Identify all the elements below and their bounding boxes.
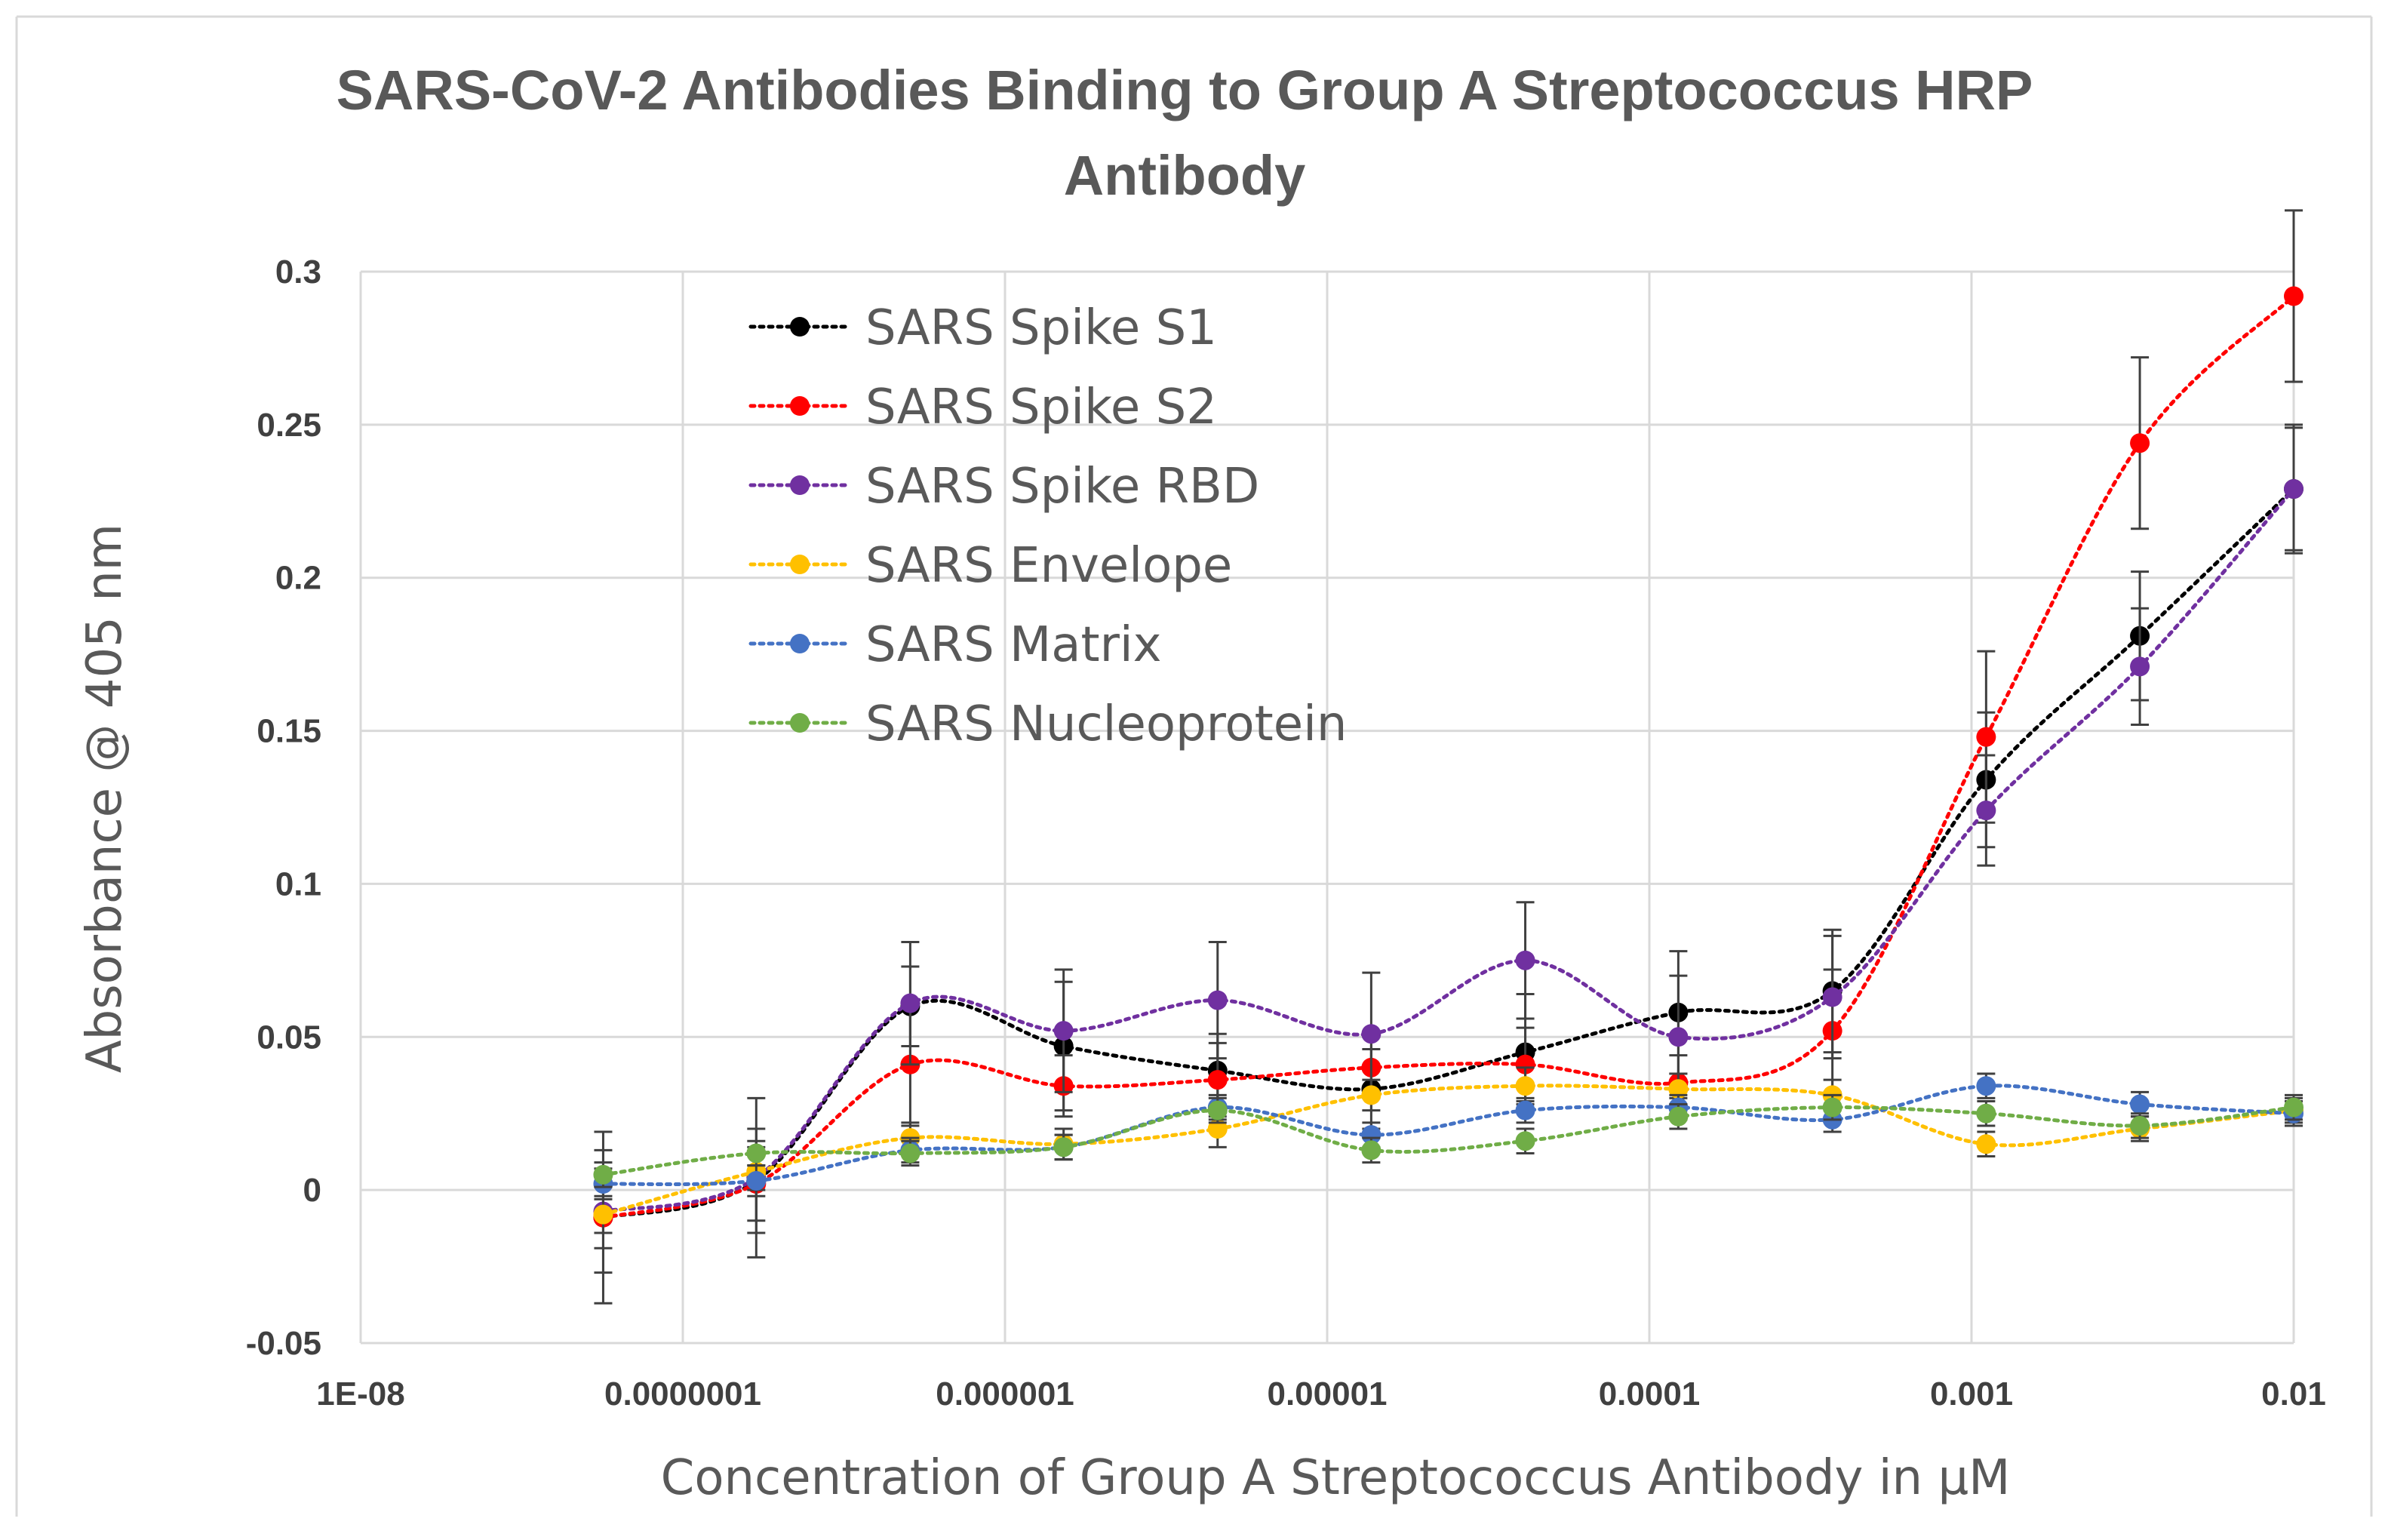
x-axis-title: Concentration of Group A Streptococcus A…: [661, 1450, 2011, 1506]
data-point: [1668, 1079, 1689, 1099]
data-point: [1822, 1097, 1842, 1117]
data-point: [746, 1143, 767, 1163]
legend-entry: SARS Spike S1: [748, 300, 1217, 356]
y-tick-label: 0.15: [257, 713, 321, 750]
data-point: [2130, 1094, 2150, 1114]
grid: [359, 270, 2295, 1345]
data-point: [1361, 1140, 1381, 1160]
data-point: [1515, 950, 1535, 970]
x-tick-label: 0.000001: [936, 1376, 1074, 1412]
y-tick-label: 0: [303, 1172, 321, 1209]
data-point: [2284, 1097, 2303, 1117]
legend-marker: [790, 475, 810, 495]
data-point: [1361, 1024, 1381, 1044]
legend-label: SARS Envelope: [865, 538, 1232, 594]
x-tick-label: 0.01: [2261, 1376, 2326, 1412]
data-point: [1668, 1027, 1689, 1047]
x-tick-label: 0.0001: [1599, 1376, 1701, 1412]
data-point: [1207, 1070, 1228, 1090]
data-point: [593, 1204, 613, 1225]
y-tick-label: 0.25: [257, 407, 321, 444]
legend-entry: SARS Envelope: [748, 538, 1232, 594]
legend-entry: SARS Matrix: [748, 617, 1162, 673]
data-point: [1668, 1106, 1689, 1127]
data-point: [1207, 1119, 1228, 1139]
tick-labels: -0.05 0 0.05 0.1 0.15 0.2 0.25 0.3 1E-08 0.000000…: [246, 254, 2326, 1412]
legend-marker: [790, 634, 810, 653]
legend-label: SARS Nucleoprotein: [865, 696, 1347, 752]
data-point: [1515, 1100, 1535, 1120]
legend-marker: [790, 317, 810, 337]
x-tick-label: 1E-08: [316, 1376, 404, 1412]
data-point: [1976, 1103, 1996, 1123]
series-line: [601, 487, 2296, 1213]
legend-marker: [790, 713, 810, 733]
data-point: [593, 1164, 613, 1185]
data-point: [1515, 1054, 1535, 1074]
data-point: [1053, 1021, 1074, 1041]
data-point: [2284, 479, 2303, 500]
data-point: [1207, 990, 1228, 1010]
y-tick-label: 0.1: [275, 865, 321, 902]
data-point: [900, 1143, 920, 1163]
data-point: [1053, 1137, 1074, 1157]
data-point: [1976, 801, 1996, 821]
chart-title-line-1: SARS-CoV-2 Antibodies Binding to Group A…: [337, 59, 2033, 121]
data-point: [2130, 1115, 2150, 1136]
series-line: [601, 1084, 2296, 1217]
legend-marker: [790, 555, 810, 574]
x-tick-label: 0.0000001: [604, 1376, 761, 1412]
legend-entry: SARS Spike S2: [748, 380, 1217, 435]
data-point: [1976, 1134, 1996, 1154]
y-tick-label: 0.05: [257, 1019, 321, 1056]
legend-label: SARS Matrix: [865, 617, 1162, 673]
data-point: [2130, 433, 2150, 453]
data-point: [1976, 727, 1996, 747]
legend: SARS Spike S1 SARS Spike S2 SARS Spike RBD…: [748, 300, 1347, 752]
data-point: [1515, 1076, 1535, 1096]
data-point: [1207, 1100, 1228, 1120]
x-tick-label: 0.00001: [1267, 1376, 1387, 1412]
data-point: [1822, 987, 1842, 1007]
y-tick-label: 0.3: [275, 254, 321, 290]
legend-marker: [790, 396, 810, 416]
series-sars-nucleoprotein: [593, 1093, 2303, 1188]
legend-entry: SARS Spike RBD: [748, 459, 1259, 515]
data-point: [2130, 656, 2150, 677]
data-point: [1976, 1076, 1996, 1096]
series-layer: [593, 209, 2303, 1305]
data-point: [2284, 286, 2303, 306]
data-point: [1515, 1131, 1535, 1151]
legend-label: SARS Spike S2: [865, 380, 1217, 435]
y-tick-label: 0.2: [275, 560, 321, 597]
data-point: [746, 1170, 767, 1191]
data-point: [1361, 1125, 1381, 1145]
legend-label: SARS Spike RBD: [865, 459, 1259, 515]
legend-label: SARS Spike S1: [865, 300, 1217, 356]
x-tick-label: 0.001: [1930, 1376, 2013, 1412]
series-line: [601, 1105, 2296, 1177]
data-point: [1361, 1085, 1381, 1105]
data-point: [900, 993, 920, 1013]
chart-title-line-2: Antibody: [1064, 144, 1306, 207]
legend-entry: SARS Nucleoprotein: [748, 696, 1347, 752]
y-axis-title: Absorbance @ 405 nm: [77, 524, 133, 1073]
y-tick-label: -0.05: [246, 1325, 321, 1362]
